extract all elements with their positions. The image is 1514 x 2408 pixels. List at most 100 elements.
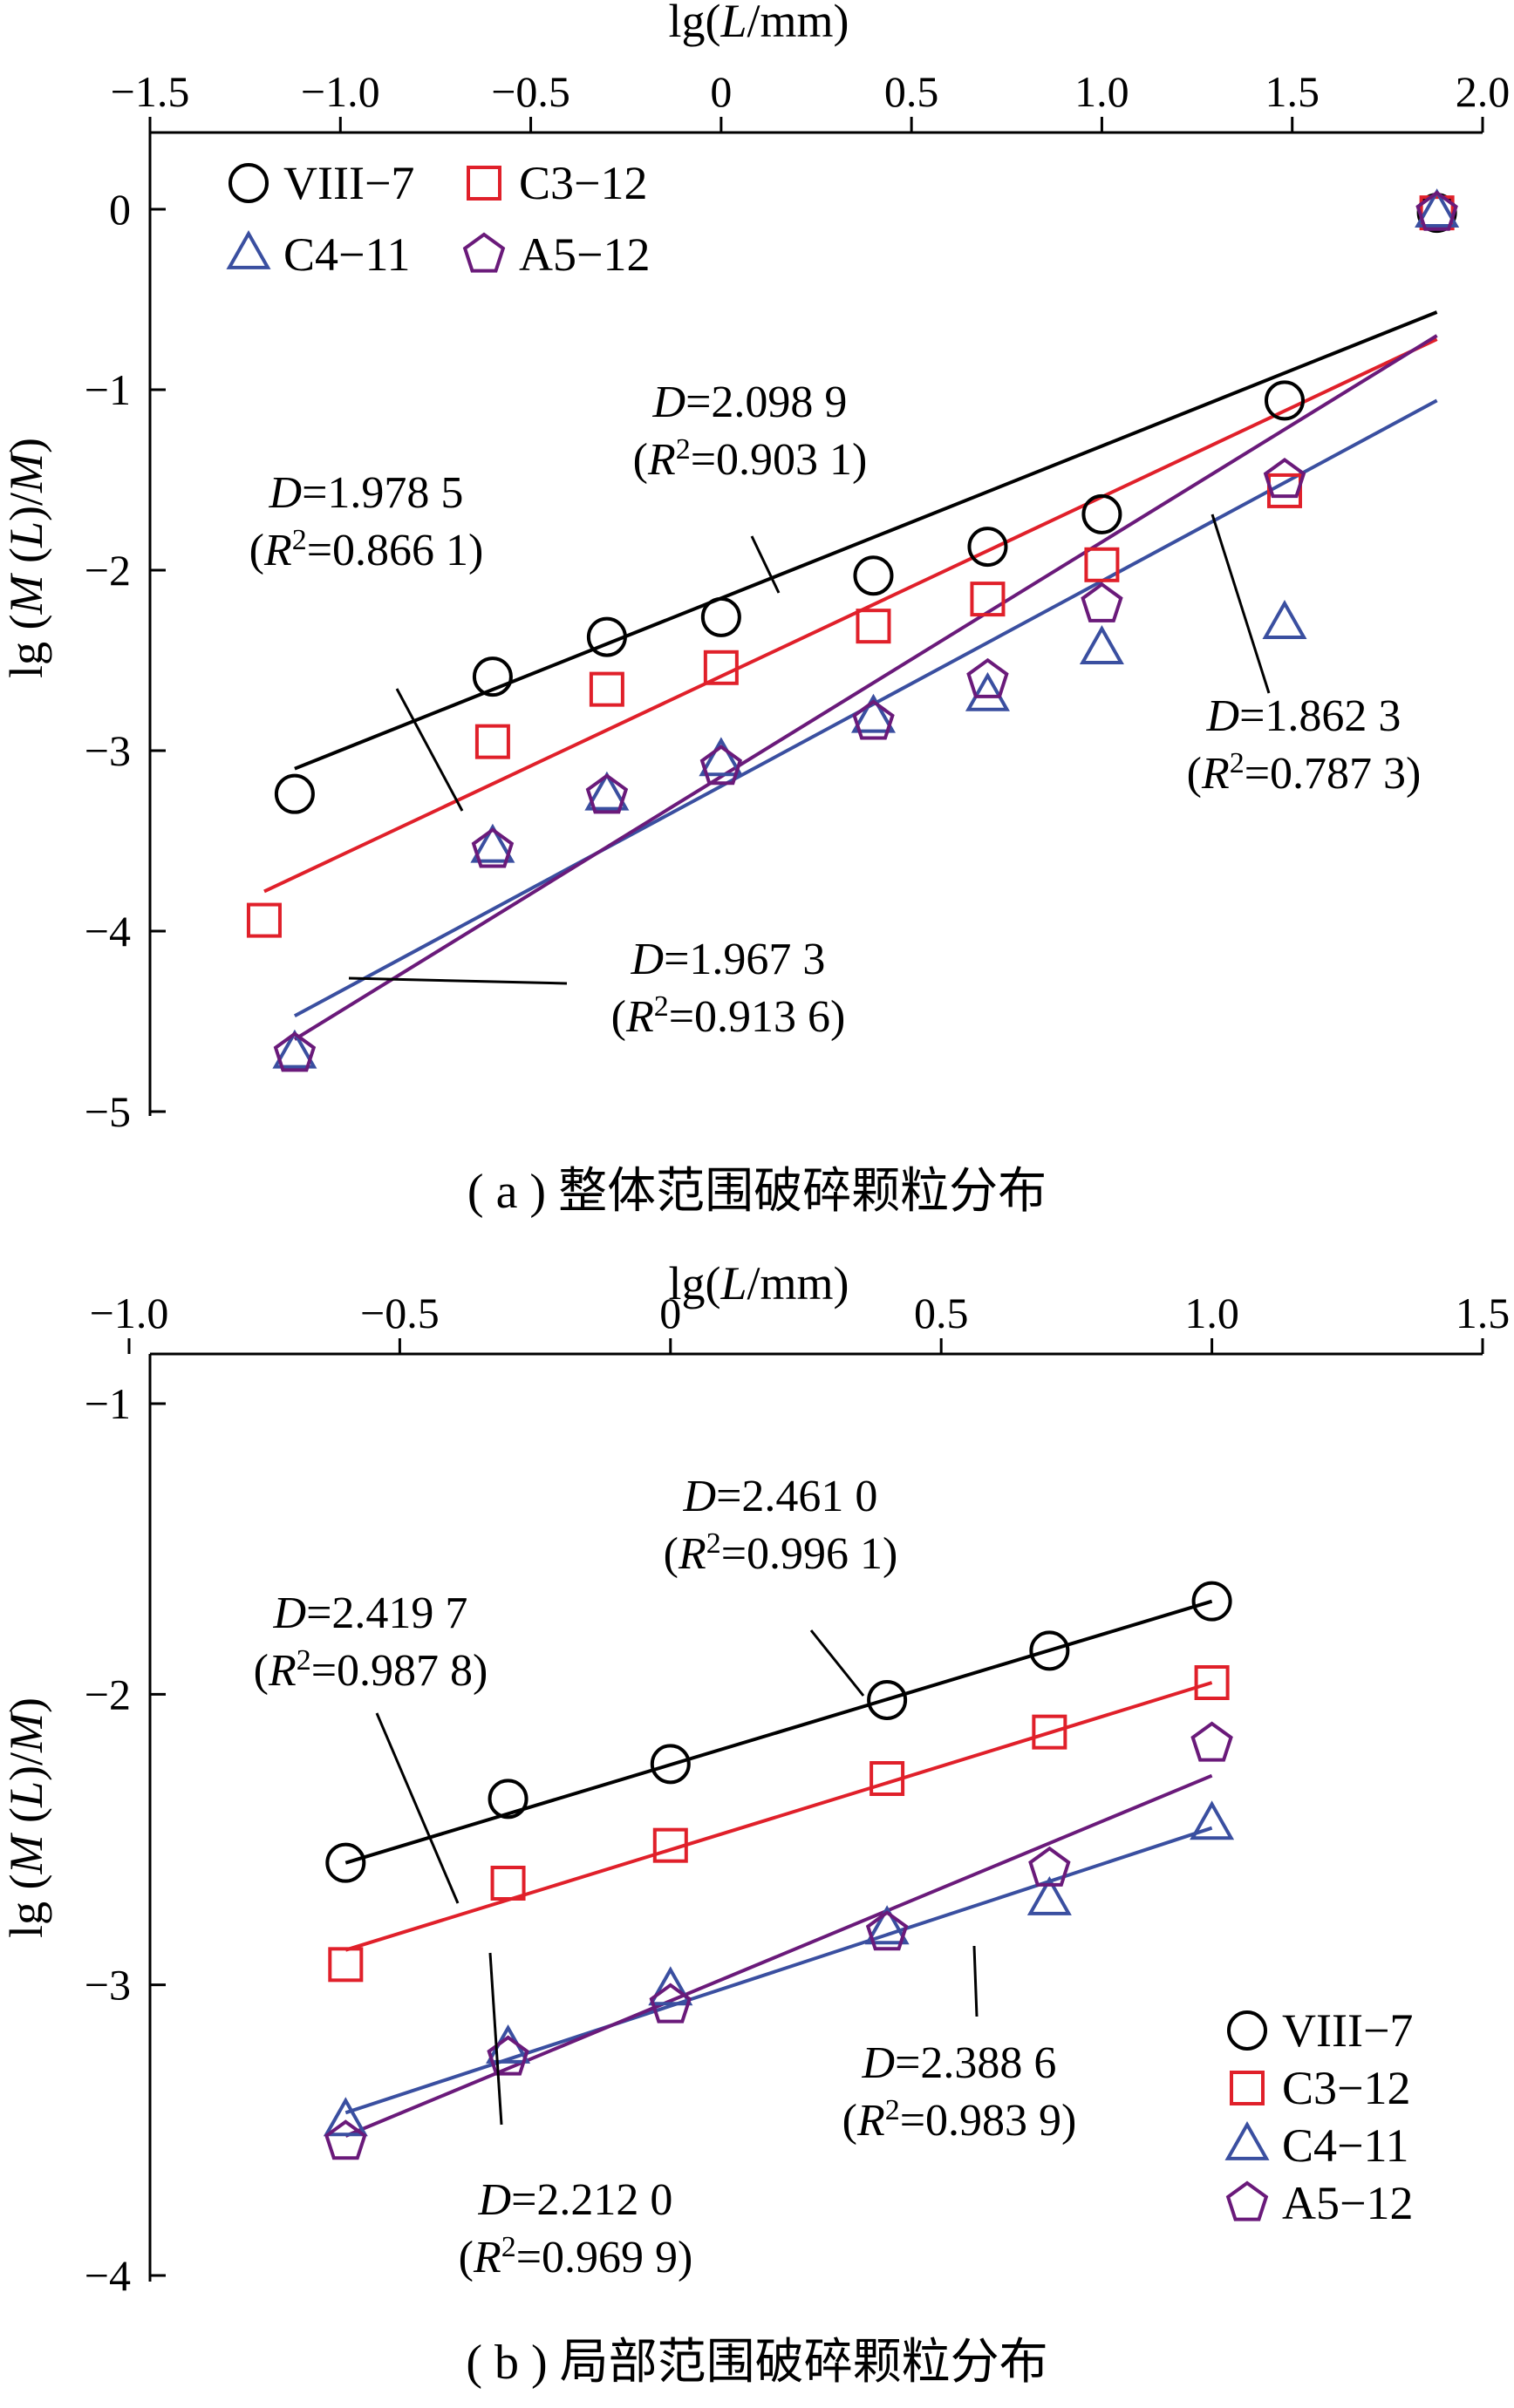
panel-caption: ( b ) 局部范围破碎颗粒分布 <box>466 2336 1047 2390</box>
data-point <box>853 555 894 596</box>
data-point <box>323 2097 368 2137</box>
panel-caption: ( a ) 整体范围破碎颗粒分布 <box>467 1165 1047 1219</box>
legend-label: C3−12 <box>1282 2062 1410 2114</box>
annotation-leader <box>750 535 781 594</box>
annotation-d: D=2.461 0 <box>683 1472 878 1521</box>
x-tick-label: 1.5 <box>1265 67 1320 116</box>
data-point <box>246 902 282 938</box>
legend-marker <box>226 229 271 269</box>
chart-panel-b: −1.0 −0.5 0 0.5 1.0 1.5 −1 −2 −3 −4 lg(L/mm) lg (M … <box>0 1257 1510 2390</box>
x-tick-label: 1.0 <box>1184 1289 1239 1337</box>
data-point <box>699 745 743 786</box>
data-point <box>487 2035 529 2076</box>
data-point <box>864 1905 910 1945</box>
chart-panel-a: −1.5 −1.0 −0.5 0 0.5 1.0 1.5 2.0 0 −1 −2 −3 −4 −5 lg(L… <box>0 0 1510 1219</box>
annotation-leader <box>488 1952 503 2126</box>
legend-marker <box>1230 2071 1265 2105</box>
legend-label: C4−11 <box>1282 2119 1408 2172</box>
data-point <box>488 1779 529 1820</box>
annotation-d: D=1.967 3 <box>631 935 826 984</box>
annotation-leader <box>809 1629 865 1697</box>
data-point <box>1194 1665 1230 1700</box>
data-point <box>1026 1875 1072 1915</box>
data-point <box>272 1029 317 1069</box>
x-tick-label: −1.0 <box>301 67 380 116</box>
x-tick-label: −0.5 <box>491 67 570 116</box>
data-point <box>274 773 315 814</box>
data-point <box>1191 1581 1232 1622</box>
y-axis-title: lg (M (L)/M) <box>0 438 52 678</box>
y-tick-label: −4 <box>85 2251 131 2300</box>
y-tick-label: −5 <box>85 1087 131 1136</box>
x-tick-label: 0 <box>659 1289 681 1337</box>
fit-line <box>344 1599 1213 1865</box>
annotation-r2: (R2=0.866 1) <box>249 524 484 576</box>
data-point <box>585 773 629 814</box>
data-point <box>650 1744 691 1785</box>
annotation-d: D=2.098 9 <box>652 378 848 427</box>
y-tick-label: −3 <box>85 1961 131 2010</box>
data-point <box>490 1866 526 1901</box>
legend-marker <box>467 166 501 201</box>
data-point <box>703 650 739 685</box>
legend-marker <box>1227 2010 1267 2051</box>
data-point <box>1415 188 1460 228</box>
annotation-r2: (R2=0.996 1) <box>664 1527 898 1580</box>
data-point <box>1028 1846 1071 1887</box>
data-point <box>1262 600 1307 639</box>
x-tick-label: 1.0 <box>1074 67 1129 116</box>
legend-marker <box>228 163 269 203</box>
legend-marker <box>462 232 506 273</box>
data-point <box>865 1910 909 1951</box>
x-tick-label: 1.5 <box>1456 1289 1511 1337</box>
legend-label: C4−11 <box>283 228 410 281</box>
data-point <box>1029 1630 1070 1671</box>
data-point <box>328 1947 364 1983</box>
y-tick-label: 0 <box>109 185 131 234</box>
data-point <box>870 1761 905 1796</box>
data-point <box>652 1827 688 1863</box>
annotation-leader <box>1211 514 1271 694</box>
data-point <box>470 823 515 863</box>
data-point <box>1084 547 1120 582</box>
data-point <box>1415 190 1458 231</box>
legend-marker <box>1224 2120 1270 2160</box>
legend-label: VIII−7 <box>1282 2004 1413 2057</box>
data-point <box>589 671 624 707</box>
data-point <box>1266 473 1302 508</box>
data-point <box>474 724 510 759</box>
data-point <box>1079 625 1124 664</box>
data-point <box>472 656 513 697</box>
data-point <box>1081 493 1122 534</box>
annotation-r2: (R2=0.787 3) <box>1187 747 1422 799</box>
data-point <box>856 609 891 644</box>
y-tick-label: −2 <box>85 546 131 595</box>
data-point <box>1190 1800 1235 1840</box>
annotation-d: D=2.419 7 <box>273 1588 468 1638</box>
y-tick-label: −1 <box>85 365 131 414</box>
fit-line <box>344 1681 1213 1952</box>
data-point <box>1032 1714 1067 1750</box>
data-point <box>967 527 1008 568</box>
annotation-d: D=2.212 0 <box>478 2175 673 2225</box>
annotation-r2: (R2=0.903 1) <box>633 433 868 486</box>
data-point <box>970 582 1006 617</box>
data-point <box>1081 582 1123 622</box>
x-tick-label: 2.0 <box>1456 67 1511 116</box>
y-tick-label: −3 <box>85 726 131 775</box>
data-point <box>852 699 895 740</box>
data-point <box>867 1680 908 1720</box>
y-tick-label: −2 <box>85 1670 131 1718</box>
x-tick-label: 0.5 <box>914 1289 969 1337</box>
annotation-r2: (R2=0.913 6) <box>611 990 846 1043</box>
legend-marker <box>1225 2180 1269 2221</box>
data-point <box>966 657 1009 698</box>
legend-label: A5−12 <box>1282 2177 1413 2229</box>
fit-line <box>293 334 1438 1041</box>
annotation-leader <box>375 1712 460 1904</box>
annotation-r2: (R2=0.987 8) <box>254 1644 488 1697</box>
y-tick-label: −1 <box>85 1379 131 1428</box>
data-point <box>325 1842 366 1883</box>
fit-line <box>263 337 1438 894</box>
